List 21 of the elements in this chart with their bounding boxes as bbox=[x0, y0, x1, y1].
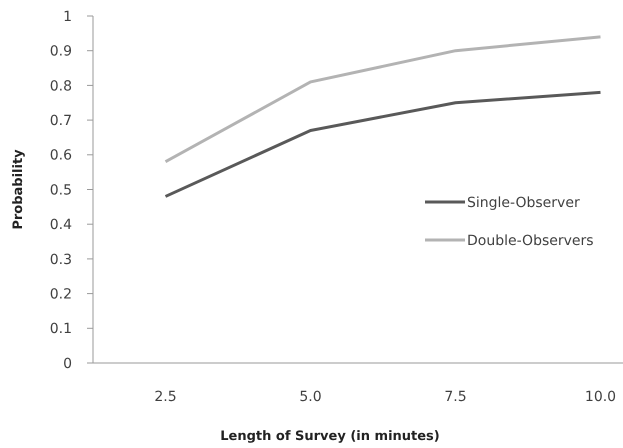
y-axis-title: Probability bbox=[11, 148, 26, 230]
line-series bbox=[164, 35, 602, 164]
y-tick-label: 0.1 bbox=[50, 321, 72, 338]
y-tick-label: 0.9 bbox=[50, 44, 72, 60]
y-tick-label: 0.8 bbox=[50, 78, 72, 94]
y-tick-label: 0.7 bbox=[50, 113, 72, 129]
y-tick-label: 0.2 bbox=[50, 286, 72, 302]
x-tick-label: 10.0 bbox=[584, 388, 616, 405]
x-tick-label: 7.5 bbox=[444, 388, 467, 405]
legend-label: Single-Observer bbox=[467, 194, 580, 211]
legend-label: Double-Observers bbox=[467, 232, 594, 249]
y-tick-label: 0 bbox=[63, 356, 72, 372]
line-series bbox=[164, 90, 602, 198]
y-tick-label: 1 bbox=[63, 8, 72, 25]
y-tick-label: 0.6 bbox=[50, 148, 72, 164]
y-tick-label: 0.4 bbox=[50, 217, 72, 234]
y-tick-label: 0.5 bbox=[50, 182, 72, 198]
y-tick-label: 0.3 bbox=[50, 252, 72, 268]
x-axis-title: Length of Survey (in minutes) bbox=[220, 429, 440, 444]
x-tick-label: 2.5 bbox=[154, 388, 177, 405]
x-tick-label: 5.0 bbox=[299, 388, 322, 405]
